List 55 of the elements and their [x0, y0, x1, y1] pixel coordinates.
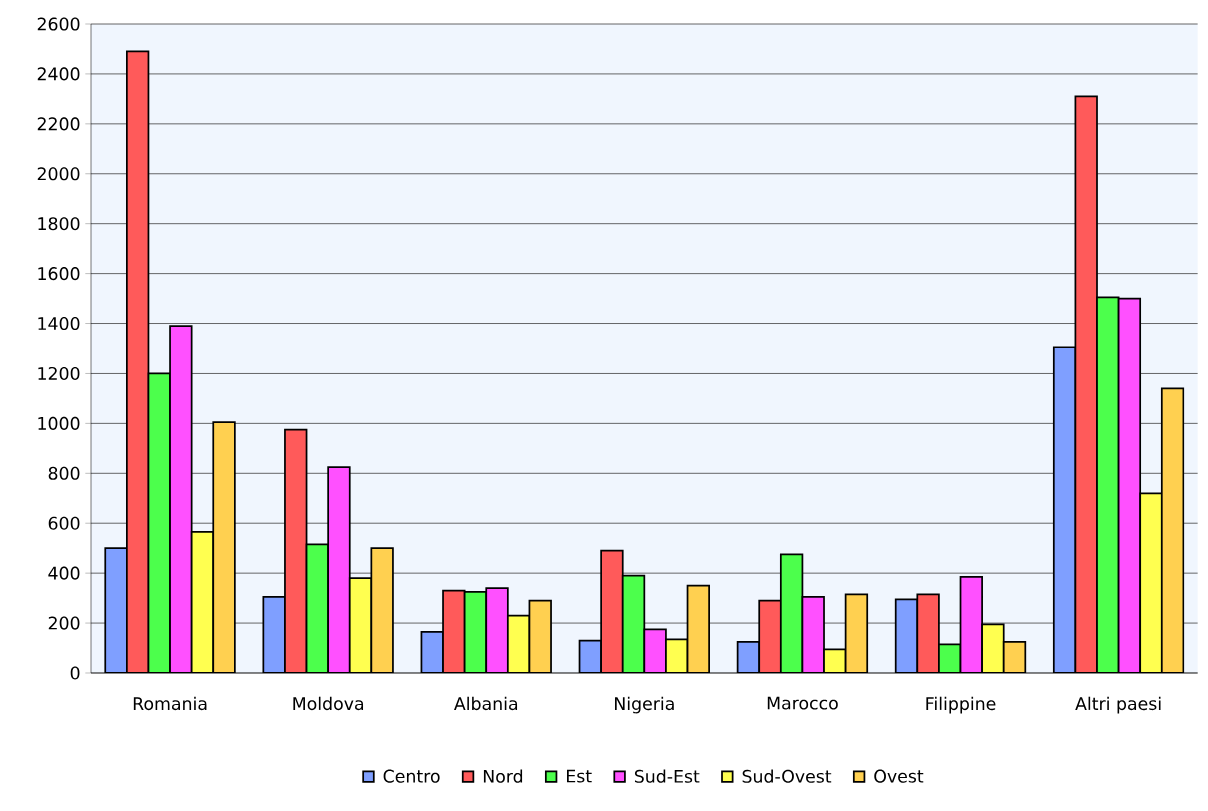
bar — [485, 587, 509, 673]
bar — [959, 576, 983, 673]
bar — [212, 421, 236, 673]
bar — [600, 549, 624, 673]
y-tick-label: 2400 — [37, 67, 80, 81]
bar — [1160, 387, 1185, 673]
bar — [370, 547, 394, 673]
bar — [844, 593, 869, 673]
bar — [1052, 346, 1077, 673]
x-tick-label: Albania — [454, 696, 518, 711]
y-tick-label: 600 — [48, 516, 80, 530]
bar — [1096, 296, 1120, 673]
x-tick-label: Marocco — [767, 696, 838, 710]
y-tick-label: 1000 — [38, 416, 80, 430]
bar — [801, 595, 825, 673]
bar — [442, 589, 466, 673]
y-tick-label: 200 — [48, 616, 80, 630]
y-tick-label: 800 — [48, 466, 80, 480]
legend-label: Est — [567, 769, 592, 783]
bar — [284, 428, 308, 673]
bar — [262, 595, 286, 673]
bar — [1117, 297, 1142, 673]
bar — [916, 593, 940, 673]
legend-label: Centro — [383, 769, 440, 783]
bar — [169, 325, 193, 673]
y-tick-label: 1800 — [38, 217, 80, 231]
bar — [327, 466, 351, 673]
y-tick-label: 0 — [70, 666, 80, 680]
legend-label: Sud-Ovest — [742, 769, 832, 783]
x-tick-label: Moldova — [293, 696, 364, 711]
y-tick-label: 400 — [48, 566, 80, 580]
bar — [305, 543, 330, 673]
bar — [779, 553, 804, 673]
y-tick-label: 1400 — [38, 316, 80, 331]
legend-label: Nord — [483, 769, 523, 783]
y-tick-label: 1600 — [38, 267, 80, 281]
bar — [104, 547, 128, 673]
bar — [125, 50, 150, 673]
x-tick-label: Romania — [133, 696, 207, 711]
bar — [528, 599, 552, 673]
y-tick-label: 2000 — [37, 167, 80, 181]
legend-label: Ovest — [874, 769, 924, 783]
bar — [686, 584, 710, 673]
x-tick-label: Nigeria — [615, 696, 674, 714]
x-tick-label: Filippine — [926, 696, 996, 714]
y-tick-label: 2600 — [37, 17, 80, 31]
bar — [506, 614, 531, 673]
bar — [758, 599, 782, 673]
x-tick-label: Altri paesi — [1075, 696, 1161, 714]
bar — [147, 372, 171, 673]
bar — [1139, 492, 1163, 673]
y-tick-label: 2200 — [37, 117, 80, 131]
legend-label: Sud-Est — [634, 769, 700, 783]
bar — [1074, 95, 1098, 673]
y-tick-label: 1200 — [38, 366, 80, 381]
